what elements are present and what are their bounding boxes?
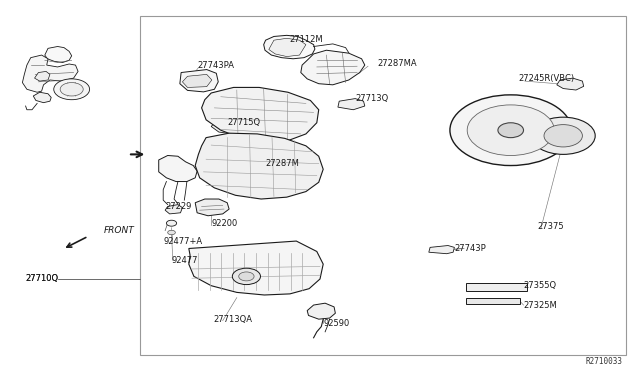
Polygon shape [159, 155, 197, 182]
Text: 27713QA: 27713QA [213, 315, 252, 324]
Polygon shape [264, 35, 315, 59]
Text: 27710Q: 27710Q [26, 275, 59, 283]
Circle shape [54, 79, 90, 100]
Polygon shape [22, 55, 78, 92]
Text: 27245R(VBC): 27245R(VBC) [518, 74, 575, 83]
Polygon shape [338, 99, 365, 110]
Text: 27715Q: 27715Q [227, 118, 260, 127]
Text: 27112M: 27112M [289, 35, 323, 44]
Polygon shape [557, 78, 584, 90]
Polygon shape [195, 133, 323, 199]
Text: 27710Q: 27710Q [26, 275, 59, 283]
Text: 27287MA: 27287MA [378, 59, 417, 68]
Text: 27743PA: 27743PA [197, 61, 234, 70]
Text: 27713Q: 27713Q [355, 94, 388, 103]
Circle shape [498, 123, 524, 138]
Text: 92590: 92590 [323, 319, 349, 328]
Polygon shape [195, 199, 229, 216]
Text: 27287M: 27287M [266, 159, 300, 168]
Circle shape [467, 105, 554, 155]
Text: 27355Q: 27355Q [524, 281, 557, 290]
Text: R2710033: R2710033 [585, 357, 622, 366]
Text: 27325M: 27325M [524, 301, 557, 310]
Polygon shape [189, 241, 323, 295]
FancyBboxPatch shape [466, 298, 520, 304]
Text: 92200: 92200 [211, 219, 237, 228]
Circle shape [60, 83, 83, 96]
Text: 27229: 27229 [165, 202, 191, 211]
Polygon shape [269, 38, 306, 57]
Text: 92477+A: 92477+A [163, 237, 202, 246]
Polygon shape [301, 50, 365, 85]
FancyBboxPatch shape [466, 283, 527, 291]
Polygon shape [182, 74, 212, 87]
Polygon shape [307, 303, 335, 319]
Text: 27375: 27375 [538, 222, 564, 231]
Circle shape [531, 117, 595, 154]
Polygon shape [35, 71, 50, 81]
Text: 92477: 92477 [172, 256, 198, 265]
Circle shape [166, 220, 177, 226]
Circle shape [168, 230, 175, 235]
Polygon shape [45, 46, 72, 62]
Text: FRONT: FRONT [104, 226, 134, 235]
Bar [140, 16, 626, 355]
Polygon shape [211, 117, 261, 135]
Circle shape [450, 95, 572, 166]
Circle shape [239, 272, 254, 281]
Text: 27743P: 27743P [454, 244, 486, 253]
Polygon shape [165, 205, 182, 214]
Polygon shape [202, 87, 319, 142]
Circle shape [544, 125, 582, 147]
Circle shape [232, 268, 260, 285]
Polygon shape [429, 246, 454, 254]
Polygon shape [33, 92, 51, 103]
Polygon shape [180, 70, 218, 92]
